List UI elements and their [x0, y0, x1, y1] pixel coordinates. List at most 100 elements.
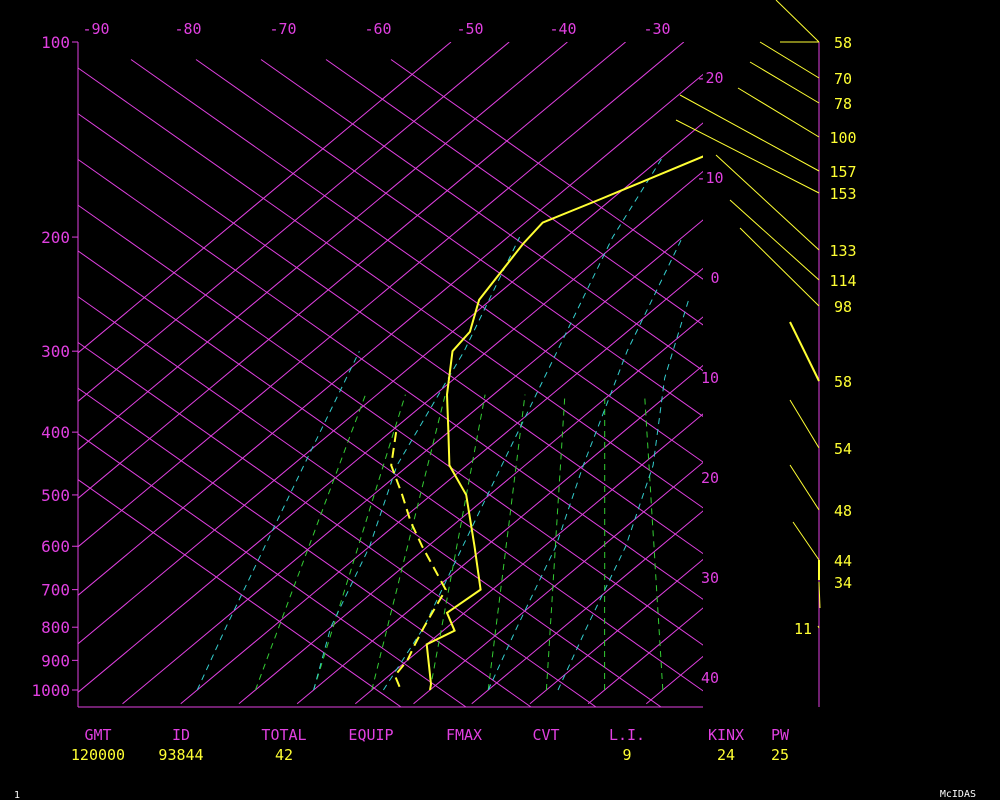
temperature-label-top: -90 — [82, 20, 109, 38]
wind-barb — [729, 199, 820, 281]
mixing-ratio-line — [382, 155, 664, 691]
dry-adiabat-line — [130, 59, 703, 463]
wind-speed-label: 34 — [834, 574, 852, 592]
footer-right: McIDAS — [940, 789, 976, 800]
temperature-label-top: -50 — [456, 20, 483, 38]
wind-speed-label: 98 — [834, 298, 852, 316]
temperature-label-right: 0 — [710, 269, 719, 287]
wind-barb — [737, 87, 820, 138]
index-header: KINX — [708, 726, 744, 744]
wind-barb — [789, 399, 820, 449]
temperature-label-right: 30 — [701, 569, 719, 587]
wind-barb — [789, 464, 820, 511]
chart-guide-lines — [78, 42, 1000, 707]
wind-speed-label: 78 — [834, 95, 852, 113]
isotherm-line — [646, 655, 703, 705]
index-header: TOTAL — [261, 726, 306, 744]
moist-adiabat-line — [313, 394, 406, 691]
pressure-tick-label: 1000 — [31, 681, 70, 700]
isotherm-line — [180, 267, 703, 705]
chart-grid — [72, 41, 820, 708]
dry-adiabat-line — [78, 204, 703, 646]
wind-speed-label: 58 — [834, 34, 852, 52]
isotherm-line — [529, 558, 703, 705]
index-value: 9 — [622, 746, 631, 764]
pressure-tick-label: 200 — [41, 228, 70, 247]
wind-speed-label: 70 — [834, 70, 852, 88]
isotherm-line — [78, 42, 626, 499]
dry-adiabat-line — [260, 59, 703, 372]
temperature-label-right: -20 — [696, 69, 723, 87]
pressure-tick-label: 700 — [41, 581, 70, 600]
pressure-tick-label: 900 — [41, 651, 70, 670]
moist-adiabat-line — [487, 394, 526, 691]
pressure-tick-label: 800 — [41, 618, 70, 637]
moist-adiabat-line — [429, 394, 486, 691]
wind-barb — [817, 625, 820, 629]
index-value: 120000 — [71, 746, 125, 764]
wind-speed-label: 54 — [834, 440, 852, 458]
isotherm-line — [587, 607, 703, 705]
wind-speed-label: 133 — [829, 242, 856, 260]
index-value: 93844 — [158, 746, 203, 764]
index-value: 42 — [275, 746, 293, 764]
isotherm-line — [471, 510, 703, 705]
dewpoint-profile-line — [390, 431, 447, 691]
wind-barb — [715, 154, 820, 251]
pressure-tick-label: 100 — [41, 33, 70, 52]
index-header: GMT — [84, 726, 111, 744]
wind-barb — [792, 521, 820, 561]
wind-speed-label: 11 — [794, 620, 812, 638]
dry-adiabat-line — [78, 479, 402, 707]
dry-adiabat-line — [78, 341, 597, 707]
moist-adiabat-line — [545, 394, 566, 691]
pressure-tick-label: 300 — [41, 342, 70, 361]
wind-speed-label: 114 — [829, 272, 856, 290]
wind-barb — [759, 41, 820, 79]
wind-barb — [739, 227, 820, 307]
temperature-label-top: -40 — [549, 20, 576, 38]
isotherm-line — [413, 461, 703, 705]
isotherm-line — [78, 42, 568, 451]
moist-adiabat-line — [254, 394, 366, 691]
wind-barb — [775, 0, 820, 43]
dry-adiabat-line — [78, 387, 532, 707]
wind-barb — [679, 94, 820, 172]
mixing-ratio-line — [557, 299, 690, 691]
isotherm-line — [78, 42, 685, 548]
dry-adiabat-line — [78, 113, 703, 555]
dry-adiabat-line — [78, 250, 703, 692]
isotherm-line — [78, 42, 510, 402]
isotherm-line — [78, 73, 703, 596]
isotherm-line — [122, 219, 703, 705]
index-header: FMAX — [446, 726, 482, 744]
temperature-label-top: -30 — [643, 20, 670, 38]
index-header: L.I. — [609, 726, 645, 744]
index-header: EQUIP — [348, 726, 393, 744]
wind-speed-label: 48 — [834, 502, 852, 520]
index-header: PW — [771, 726, 790, 744]
temperature-label-right: 20 — [701, 469, 719, 487]
pressure-tick-label: 500 — [41, 486, 70, 505]
wind-speed-label: 44 — [834, 552, 852, 570]
dry-adiabat-line — [78, 296, 662, 707]
temperature-label-top: -80 — [174, 20, 201, 38]
index-header: ID — [172, 726, 190, 744]
moist-adiabat-line — [371, 394, 446, 691]
wind-barb — [789, 321, 820, 382]
isotherm-line — [763, 42, 1000, 704]
dry-adiabat-line — [325, 59, 703, 326]
mixing-ratio-line — [487, 236, 683, 691]
index-header: CVT — [532, 726, 559, 744]
wind-speed-label: 58 — [834, 373, 852, 391]
footer-left: 1 — [14, 790, 20, 800]
index-value: 24 — [717, 746, 735, 764]
wind-speed-label: 100 — [829, 129, 856, 147]
moist-adiabat-line — [644, 394, 664, 691]
temperature-label-right: 10 — [701, 369, 719, 387]
dry-adiabat-line — [78, 158, 703, 600]
wind-barb — [818, 581, 821, 609]
index-value: 25 — [771, 746, 789, 764]
